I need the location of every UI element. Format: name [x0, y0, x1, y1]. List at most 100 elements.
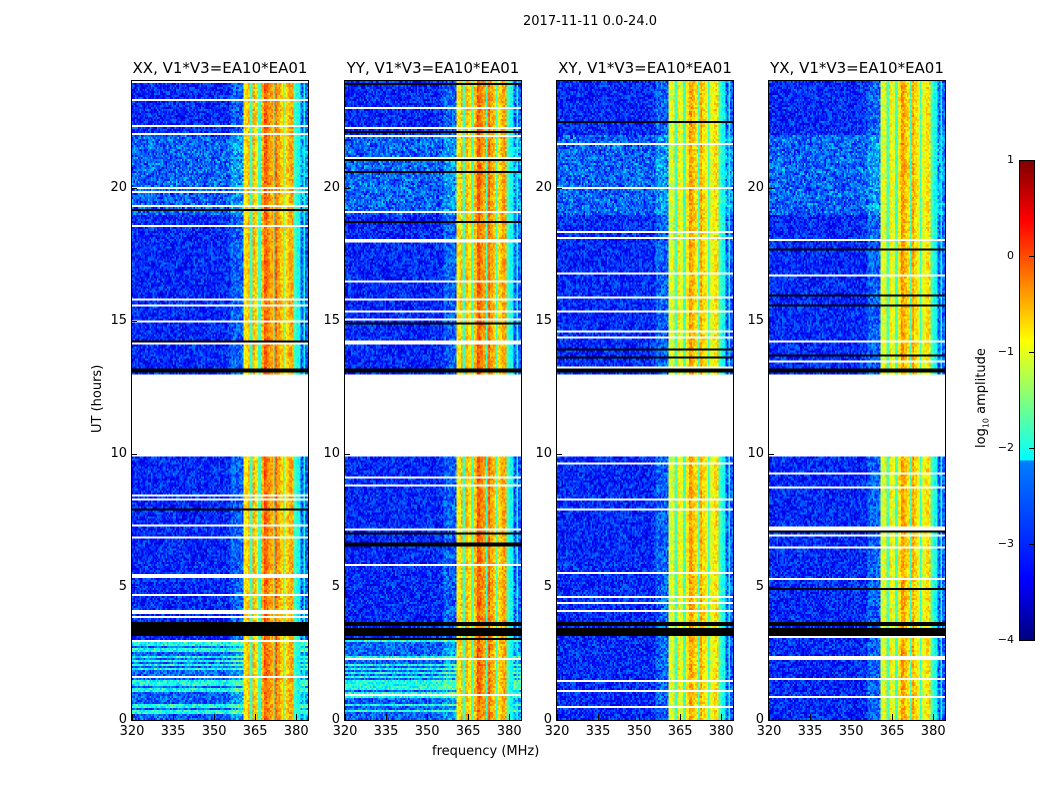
x-tick-label: 335 [585, 724, 611, 739]
x-tick-mark [427, 714, 429, 720]
panel-title: YX, V1*V3=EA10*EA01 [770, 59, 944, 77]
y-tick-mark [556, 320, 562, 322]
x-tick-mark [557, 714, 558, 720]
colorbar-tick-mark [1029, 640, 1034, 641]
y-tick-label: 10 [110, 445, 127, 461]
heatmap-panel [556, 80, 734, 721]
x-tick-label: 380 [920, 724, 946, 739]
colorbar-label: log10 amplitude [974, 348, 991, 448]
colorbar-tick-mark [1029, 352, 1034, 353]
x-tick-label: 350 [201, 724, 227, 739]
y-tick-mark [768, 453, 774, 455]
y-tick-label: 0 [331, 712, 340, 727]
x-tick-label: 335 [160, 724, 186, 739]
y-tick-mark [344, 720, 350, 721]
figure-title: 2017-11-11 0.0-24.0 [523, 14, 657, 29]
x-tick-mark [810, 714, 812, 720]
y-tick-label: 0 [755, 712, 764, 727]
colorbar-tick-mark [1029, 448, 1034, 449]
y-tick-mark [344, 586, 350, 588]
y-tick-mark [344, 453, 350, 455]
y-tick-mark [131, 453, 137, 455]
colorbar-tick-label: 1 [1007, 153, 1014, 166]
x-tick-mark [345, 714, 346, 720]
y-axis-label: UT (hours) [90, 364, 105, 433]
x-tick-mark [639, 714, 641, 720]
panel-title: XX, V1*V3=EA10*EA01 [132, 59, 308, 77]
y-tick-label: 5 [118, 578, 127, 594]
y-tick-label: 15 [323, 312, 340, 328]
y-tick-mark [556, 586, 562, 588]
x-tick-label: 380 [496, 724, 522, 739]
x-tick-label: 320 [119, 724, 145, 739]
x-tick-mark [132, 714, 133, 720]
heatmap-panel [768, 80, 946, 721]
x-tick-label: 365 [667, 724, 693, 739]
y-tick-mark [556, 187, 562, 189]
x-tick-mark [214, 714, 216, 720]
y-tick-label: 20 [110, 179, 127, 195]
colorbar [1019, 160, 1035, 641]
x-tick-mark [255, 714, 257, 720]
colorbar-tick-label: −1 [997, 345, 1014, 358]
y-tick-label: 15 [747, 312, 764, 328]
x-tick-mark [386, 714, 388, 720]
heatmap-panel [344, 80, 522, 721]
x-tick-label: 320 [756, 724, 782, 739]
y-tick-mark [131, 586, 137, 588]
y-tick-label: 10 [747, 445, 764, 461]
heatmap-panel [131, 80, 309, 721]
x-tick-mark [598, 714, 600, 720]
panel-title: YY, V1*V3=EA10*EA01 [346, 59, 520, 77]
x-tick-mark [892, 714, 894, 720]
x-tick-label: 320 [544, 724, 570, 739]
y-tick-label: 5 [543, 578, 552, 594]
y-tick-mark [556, 453, 562, 455]
x-axis-label: frequency (MHz) [432, 744, 540, 759]
x-tick-mark [509, 714, 511, 720]
heatmap-image [769, 81, 945, 720]
x-tick-mark [851, 714, 853, 720]
x-tick-mark [296, 714, 298, 720]
y-tick-label: 15 [535, 312, 552, 328]
colorbar-tick-mark [1029, 544, 1034, 545]
x-tick-label: 350 [838, 724, 864, 739]
x-tick-mark [721, 714, 723, 720]
x-tick-mark [680, 714, 682, 720]
y-tick-mark [768, 586, 774, 588]
x-tick-label: 320 [332, 724, 358, 739]
x-tick-label: 365 [242, 724, 268, 739]
x-tick-mark [173, 714, 175, 720]
y-tick-mark [768, 320, 774, 322]
y-tick-mark [131, 320, 137, 322]
colorbar-tick-mark [1029, 160, 1034, 161]
colorbar-tick-label: −4 [997, 633, 1014, 646]
x-tick-mark [769, 714, 770, 720]
y-tick-label: 10 [535, 445, 552, 461]
y-tick-label: 0 [543, 712, 552, 727]
x-tick-label: 380 [708, 724, 734, 739]
y-tick-label: 20 [747, 179, 764, 195]
x-tick-mark [468, 714, 470, 720]
colorbar-tick-label: −3 [997, 537, 1014, 550]
y-tick-label: 20 [323, 179, 340, 195]
y-tick-mark [344, 187, 350, 189]
x-tick-label: 335 [797, 724, 823, 739]
x-tick-label: 380 [283, 724, 309, 739]
y-tick-label: 20 [535, 179, 552, 195]
colorbar-tick-label: −2 [997, 441, 1014, 454]
y-tick-mark [768, 187, 774, 189]
y-tick-mark [131, 187, 137, 189]
y-tick-mark [344, 320, 350, 322]
y-tick-label: 5 [755, 578, 764, 594]
x-tick-label: 350 [626, 724, 652, 739]
x-tick-label: 365 [879, 724, 905, 739]
colorbar-tick-label: 0 [1007, 249, 1014, 262]
x-tick-label: 350 [414, 724, 440, 739]
y-tick-mark [556, 720, 562, 721]
x-tick-label: 365 [455, 724, 481, 739]
y-tick-label: 5 [331, 578, 340, 594]
y-tick-mark [131, 720, 137, 721]
x-tick-mark [933, 714, 935, 720]
